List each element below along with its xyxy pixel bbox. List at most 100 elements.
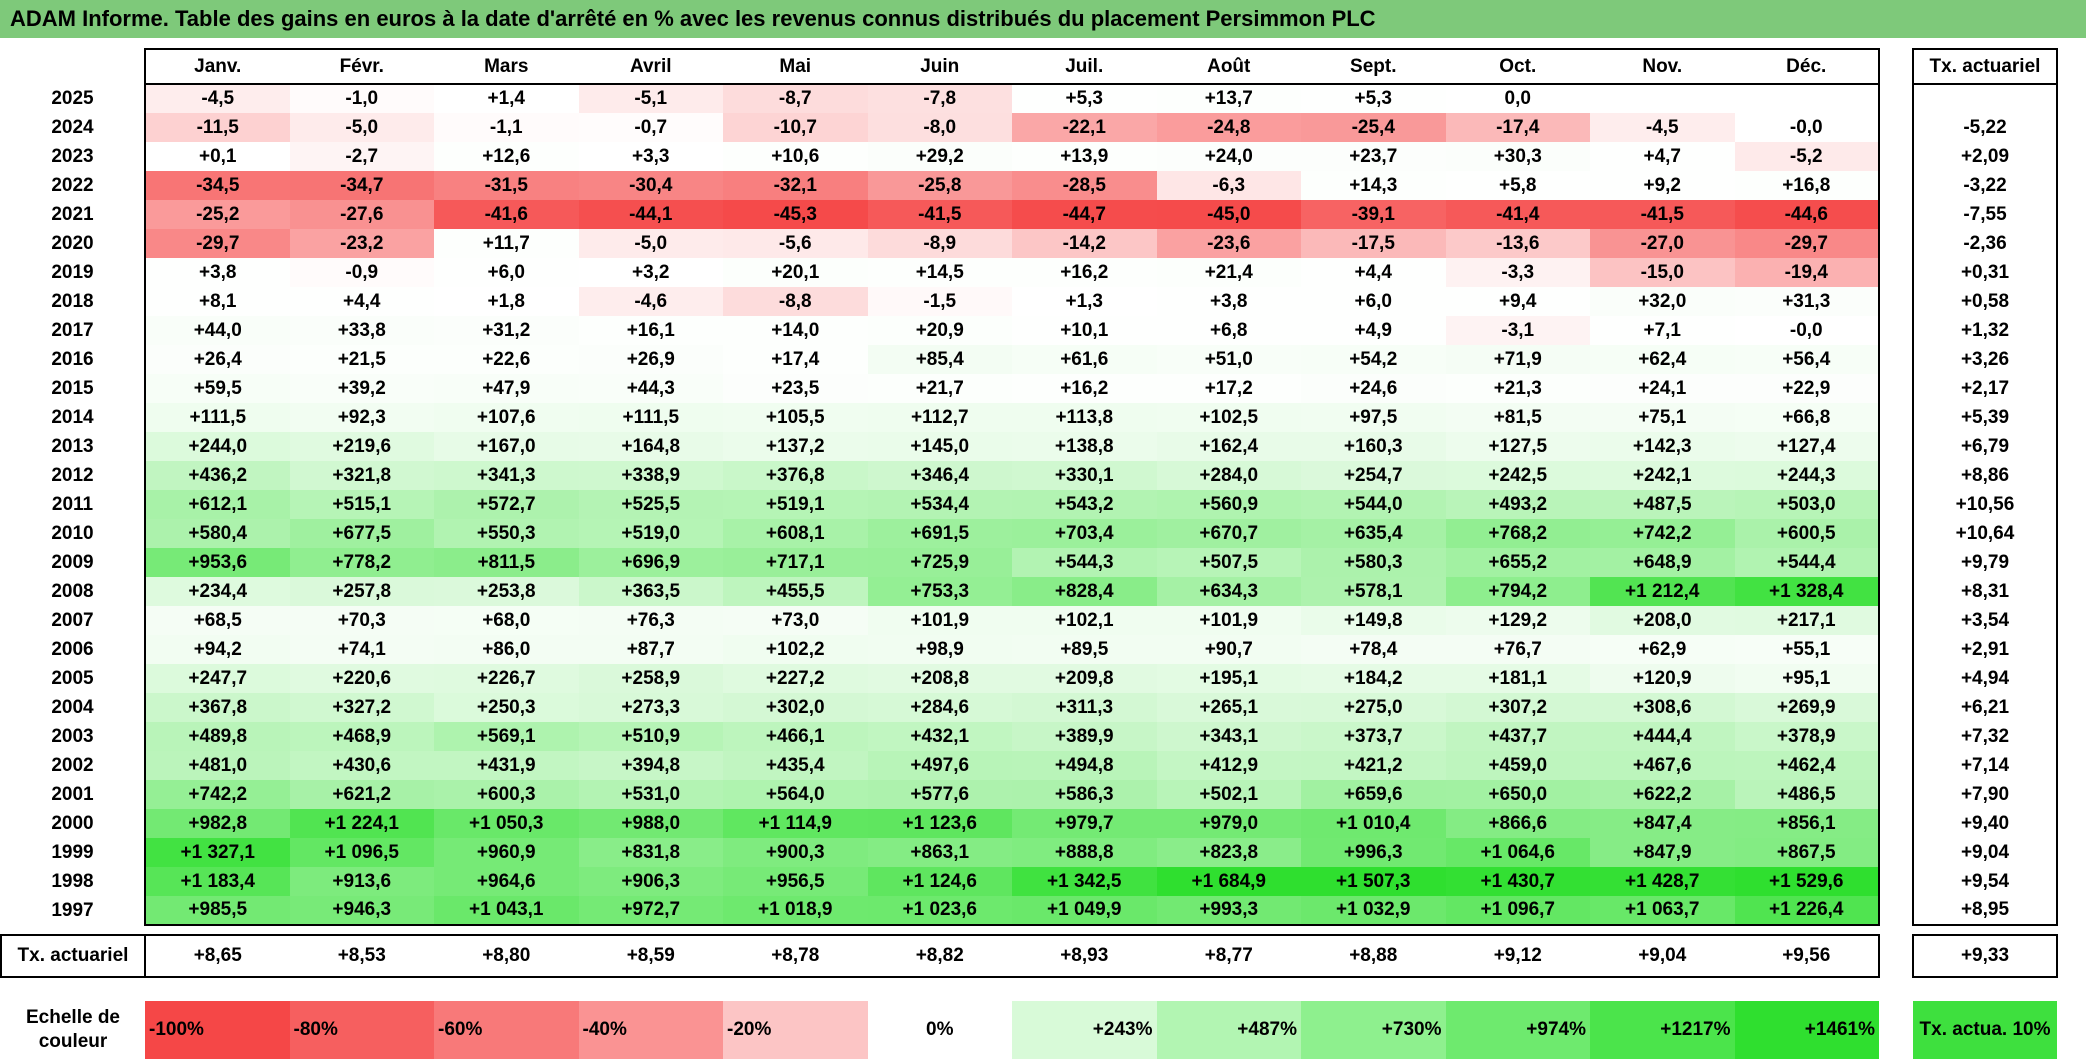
- rate-cell: +3,26: [1912, 345, 2058, 374]
- gain-cell: +105,5: [723, 403, 868, 432]
- table-row: 2023 +0,1 -2,7 +12,6 +3,3 +10,6 +29,2 +13,9 +24,…: [1, 142, 2058, 171]
- gain-cell: +519,1: [723, 490, 868, 519]
- column-gap: [1879, 258, 1913, 287]
- gain-cell: +778,2: [289, 548, 434, 577]
- gain-cell: -4,5: [144, 84, 290, 113]
- rate-cell: -7,55: [1912, 200, 2058, 229]
- gain-cell: +964,6: [434, 867, 579, 896]
- gain-cell: +208,8: [867, 664, 1012, 693]
- column-gap: [1879, 664, 1913, 693]
- gain-cell: +269,9: [1734, 693, 1880, 722]
- gain-cell: -34,7: [289, 171, 434, 200]
- gain-cell: +129,2: [1445, 606, 1590, 635]
- gain-cell: +258,9: [578, 664, 723, 693]
- spacer-row: [1, 925, 2057, 935]
- gain-cell: +0,1: [144, 142, 290, 171]
- gain-cell: +580,4: [144, 519, 290, 548]
- rate-cell: +9,54: [1912, 867, 2058, 896]
- month-header: Nov.: [1590, 48, 1735, 85]
- gain-cell: +242,1: [1590, 461, 1735, 490]
- gain-cell: +71,9: [1445, 345, 1590, 374]
- gain-cell: +8,1: [144, 287, 290, 316]
- month-header: Mai: [723, 48, 868, 85]
- gain-cell: +6,0: [1301, 287, 1446, 316]
- gain-cell: +14,3: [1301, 171, 1446, 200]
- gain-cell: +253,8: [434, 577, 579, 606]
- gain-cell: +1 183,4: [144, 867, 290, 896]
- scale-step: -100%: [145, 1001, 290, 1059]
- actuarial-cell: +8,78: [723, 934, 868, 978]
- gain-cell: -0,7: [578, 113, 723, 142]
- gain-cell: +906,3: [578, 867, 723, 896]
- gain-cell: +717,1: [723, 548, 868, 577]
- gain-cell: +988,0: [578, 809, 723, 838]
- gain-cell: +489,8: [144, 722, 290, 751]
- gain-cell: +543,2: [1012, 490, 1157, 519]
- table-row: 2020 -29,7 -23,2 +11,7 -5,0 -5,6 -8,9 -14,2 -23,…: [1, 229, 2058, 258]
- gain-cell: +284,6: [867, 693, 1012, 722]
- column-gap: [1879, 693, 1913, 722]
- gain-cell: -8,9: [867, 229, 1012, 258]
- year-label: 1997: [51, 899, 94, 921]
- gain-cell: +648,9: [1590, 548, 1735, 577]
- gain-cell: -19,4: [1734, 258, 1880, 287]
- gain-cell: +107,6: [434, 403, 579, 432]
- scale-step: -80%: [289, 1001, 434, 1059]
- month-header: Juin: [867, 48, 1012, 85]
- gain-cell: +273,3: [578, 693, 723, 722]
- actuarial-cell: +8,88: [1301, 934, 1446, 978]
- gain-cell: +1 224,1: [289, 809, 434, 838]
- gain-cell: +466,1: [723, 722, 868, 751]
- gain-cell: +1 096,5: [289, 838, 434, 867]
- gain-cell: +1 428,7: [1590, 867, 1735, 896]
- gain-cell: +17,2: [1156, 374, 1301, 403]
- gain-cell: +195,1: [1156, 664, 1301, 693]
- rate-cell: +2,09: [1912, 142, 2058, 171]
- gain-cell: +863,1: [867, 838, 1012, 867]
- gain-cell: -2,7: [289, 142, 434, 171]
- year-label: 2010: [51, 522, 94, 544]
- year-label: 2020: [51, 232, 94, 254]
- year-label: 2016: [51, 348, 94, 370]
- table-row: 2010 +580,4 +677,5 +550,3 +519,0 +608,1 +691,5…: [1, 519, 2058, 548]
- gain-cell: +217,1: [1734, 606, 1880, 635]
- gain-cell: -6,3: [1156, 171, 1301, 200]
- gain-cell: +101,9: [1156, 606, 1301, 635]
- table-row: 1997 +985,5 +946,3 +1 043,1 +972,7 +1 018,9 +1…: [1, 896, 2058, 926]
- gain-cell: +972,7: [578, 896, 723, 926]
- gain-cell: +378,9: [1734, 722, 1880, 751]
- table-row: 2009 +953,6 +778,2 +811,5 +696,9 +717,1 +725,9…: [1, 548, 2058, 577]
- gain-cell: +137,2: [723, 432, 868, 461]
- year-label: 2011: [51, 493, 94, 515]
- gain-cell: -8,0: [867, 113, 1012, 142]
- gain-cell: +703,4: [1012, 519, 1157, 548]
- gain-cell: +725,9: [867, 548, 1012, 577]
- gain-cell: +21,3: [1445, 374, 1590, 403]
- gain-cell: +979,7: [1012, 809, 1157, 838]
- gain-cell: -30,4: [578, 171, 723, 200]
- actuarial-cell: +8,53: [289, 934, 434, 978]
- gain-cell: -28,5: [1012, 171, 1157, 200]
- gain-cell: -44,6: [1734, 200, 1880, 229]
- year-label: 2013: [51, 435, 94, 457]
- gain-cell: +113,8: [1012, 403, 1157, 432]
- gain-cell: +181,1: [1445, 664, 1590, 693]
- rate-cell: +8,31: [1912, 577, 2058, 606]
- gain-cell: +691,5: [867, 519, 1012, 548]
- scale-step: +730%: [1301, 1001, 1446, 1059]
- gain-cell: +227,2: [723, 664, 868, 693]
- gain-cell: +6,0: [434, 258, 579, 287]
- table-row: 2017 +44,0 +33,8 +31,2 +16,1 +14,0 +20,9 +10,1 +…: [1, 316, 2058, 345]
- gain-cell: -44,1: [578, 200, 723, 229]
- gain-cell: 0,0: [1445, 84, 1590, 113]
- scale-rate-label: Tx. actua. 10%: [1913, 1001, 2057, 1059]
- gain-cell: +220,6: [289, 664, 434, 693]
- gain-cell: +577,6: [867, 780, 1012, 809]
- gain-cell: -1,5: [867, 287, 1012, 316]
- rate-cell: +7,14: [1912, 751, 2058, 780]
- table-row: 2005 +247,7 +220,6 +226,7 +258,9 +227,2 +208,8…: [1, 664, 2058, 693]
- table-row: 2015 +59,5 +39,2 +47,9 +44,3 +23,5 +21,7 +16,2 +…: [1, 374, 2058, 403]
- gain-cell: +1 124,6: [867, 867, 1012, 896]
- gain-cell: +1 063,7: [1590, 896, 1735, 926]
- month-header: Sept.: [1301, 48, 1446, 85]
